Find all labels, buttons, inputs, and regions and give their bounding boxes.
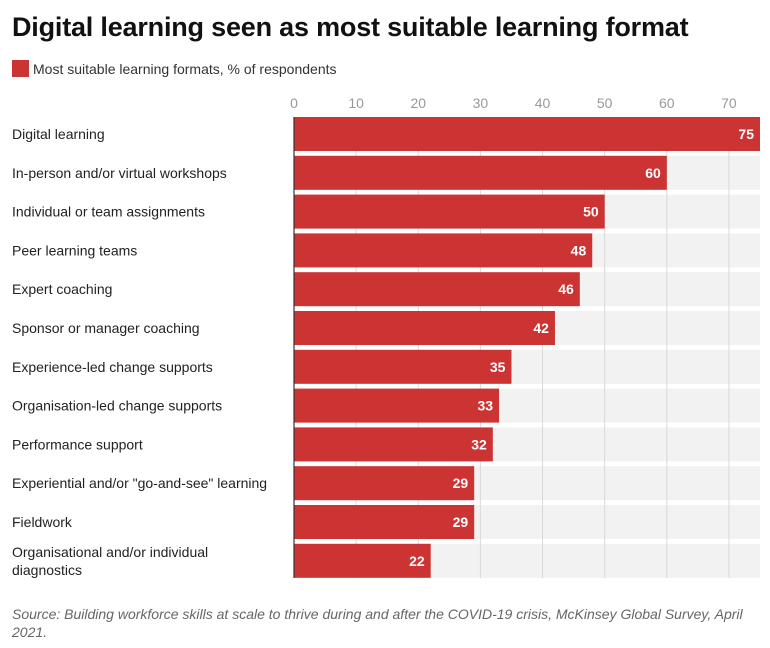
x-tick-label: 60: [659, 95, 675, 111]
category-label: Organisation-led change supports: [12, 398, 222, 414]
category-label: Individual or team assignments: [12, 204, 205, 220]
x-tick-label: 40: [535, 95, 551, 111]
bar: [294, 155, 667, 190]
legend-swatch: [12, 60, 29, 77]
bar: [294, 349, 512, 384]
chart-title: Digital learning seen as most suitable l…: [12, 12, 689, 42]
bar: [294, 466, 475, 501]
bar-value-label: 46: [558, 281, 574, 297]
legend-label: Most suitable learning formats, % of res…: [33, 60, 337, 77]
x-tick-label: 50: [597, 95, 613, 111]
bar-value-label: 33: [477, 398, 493, 414]
legend: Most suitable learning formats, % of res…: [12, 60, 337, 77]
source-note: Source: Building workforce skills at sca…: [12, 606, 743, 640]
category-label: Expert coaching: [12, 281, 112, 297]
category-label: Performance support: [12, 436, 143, 452]
bar: [294, 194, 605, 229]
category-label: In-person and/or virtual workshops: [12, 165, 227, 181]
bar-value-label: 32: [471, 436, 487, 452]
bar: [294, 505, 475, 539]
bar: [294, 272, 580, 307]
category-label: Organisational and/or individual diagnost…: [12, 544, 208, 578]
category-label: Digital learning: [12, 126, 105, 142]
bar-value-label: 50: [583, 204, 599, 220]
x-tick-label: 30: [473, 95, 489, 111]
bar-value-label: 29: [453, 475, 469, 491]
category-label: Experience-led change supports: [12, 359, 213, 375]
bar-value-label: 42: [533, 320, 549, 336]
x-tick-label: 70: [721, 95, 737, 111]
bar-value-label: 29: [453, 514, 469, 530]
bar-value-label: 48: [571, 242, 587, 258]
bar: [294, 388, 500, 423]
bar: [294, 311, 555, 345]
bar: [294, 427, 493, 462]
x-tick-label: 10: [348, 95, 364, 111]
bar-value-label: 22: [409, 553, 425, 569]
bar-value-label: 60: [645, 165, 661, 181]
category-label: Experiential and/or "go-and-see" learnin…: [12, 475, 267, 491]
bar: [294, 543, 431, 578]
bar-value-label: 35: [490, 359, 506, 375]
category-label: Sponsor or manager coaching: [12, 320, 200, 336]
bar: [294, 117, 760, 151]
category-label: Fieldwork: [12, 514, 73, 530]
bar-value-label: 75: [738, 126, 754, 142]
x-tick-label: 20: [410, 95, 426, 111]
x-tick-label: 0: [290, 95, 298, 111]
bar: [294, 233, 593, 268]
category-label: Peer learning teams: [12, 242, 137, 258]
